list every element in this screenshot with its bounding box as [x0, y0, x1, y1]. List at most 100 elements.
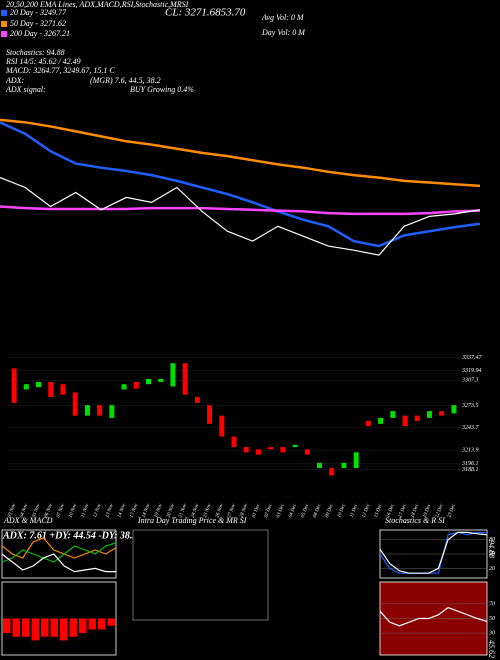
x-tick-label: 23 Dec: [447, 503, 457, 519]
bar: [31, 618, 39, 641]
bar: [22, 618, 30, 637]
x-tick-label: 07 Nov: [56, 503, 66, 519]
bar: [50, 618, 58, 637]
annotation: Avg Vol: 0 M: [261, 13, 305, 22]
legend-swatch: [1, 21, 7, 27]
x-tick-label: 11 Nov: [81, 503, 91, 519]
line: [1, 542, 117, 563]
y-tick-label: 30: [488, 630, 495, 636]
x-tick-label: 17 Nov: [130, 503, 140, 519]
candle: [133, 381, 139, 389]
candle: [341, 462, 347, 469]
candle: [194, 396, 200, 403]
y-tick-label: 3273.5: [461, 403, 479, 409]
bar: [41, 618, 49, 637]
candle: [145, 378, 151, 385]
candle: [402, 415, 408, 427]
x-tick-label: 01 Dec: [252, 503, 262, 519]
x-tick-label: 15 Dec: [374, 503, 384, 519]
x-tick-label: 20 Nov: [166, 503, 176, 519]
x-tick-label: 03 Nov: [7, 503, 17, 519]
x-tick-label: 28 Nov: [240, 503, 250, 519]
annotation: Day Vol: 0 M: [261, 28, 306, 37]
x-tick-label: 19 Dec: [423, 503, 433, 519]
candle: [243, 447, 249, 453]
x-tick-label: 18 Dec: [411, 503, 421, 519]
bar: [12, 618, 20, 637]
candle: [414, 415, 420, 421]
candle: [292, 444, 298, 448]
annotation: (MGR) 7.6, 44.5, 38.2: [90, 76, 161, 85]
y-tick-label: 50: [489, 616, 495, 622]
candle: [121, 384, 127, 390]
y-tick-label: 20: [489, 566, 495, 572]
panel-title: Intra Day Trading Price & MR SI: [137, 516, 247, 525]
line: [1, 537, 117, 559]
x-tick-label: 24 Nov: [191, 503, 201, 519]
candle: [231, 436, 237, 448]
y-tick-label: 80: [489, 537, 495, 543]
candle: [304, 449, 310, 455]
x-tick-label: 27 Nov: [227, 503, 237, 519]
x-tick-label: 25 Nov: [203, 503, 213, 519]
legend-swatch: [1, 31, 7, 37]
candle: [109, 405, 115, 418]
x-tick-label: 21 Nov: [178, 503, 188, 519]
panel: [132, 529, 269, 621]
x-tick-label: 08 Dec: [313, 503, 323, 519]
candle: [48, 381, 54, 397]
annotation: RSI 14/5: 45.62 / 42.49: [5, 57, 81, 66]
annotation: 94.88: [487, 540, 496, 558]
bar: [98, 618, 106, 630]
x-tick-label: 10 Dec: [337, 503, 347, 519]
line: [379, 606, 488, 627]
x-tick-label: 05 Dec: [301, 503, 311, 519]
bar: [107, 618, 115, 626]
line: [0, 121, 481, 248]
annotation: ADX:: [5, 76, 25, 85]
panel-title: Stochastics & R SI: [385, 516, 445, 525]
bar: [60, 618, 68, 641]
x-tick-label: 03 Dec: [276, 503, 286, 519]
x-tick-label: 19 Nov: [154, 503, 164, 519]
y-tick-label: 3188.1: [461, 467, 479, 473]
candle: [451, 405, 457, 414]
annotation: BUY Growing 0.4%: [130, 85, 194, 94]
annotation: MACD: 3264.77, 3249.67, 15.1 C: [5, 66, 115, 75]
x-tick-label: 09 Dec: [325, 503, 335, 519]
x-tick-label: 04 Nov: [20, 503, 30, 519]
annotation: ADX: 7.61 +DY: 44.54 -DY: 38.24: [2, 530, 142, 541]
candle: [426, 411, 432, 418]
x-tick-label: 13 Nov: [105, 503, 115, 519]
candle: [170, 363, 176, 387]
legend-label: 20 Day - 3249.77: [10, 8, 67, 17]
annotation: Stochastics: 94.88: [6, 48, 65, 57]
x-tick-label: 11 Dec: [350, 503, 360, 519]
line: [379, 531, 488, 574]
x-tick-label: 12 Dec: [362, 503, 372, 519]
panel: [1, 581, 117, 656]
bar: [3, 618, 11, 634]
annotation: ADX signal:: [5, 85, 46, 94]
candle: [11, 368, 17, 403]
legend-swatch: [1, 10, 7, 16]
panel-title: ADX & MACD: [3, 516, 53, 525]
y-tick-label: 3213.9: [461, 448, 479, 454]
x-tick-label: 10 Nov: [69, 503, 79, 519]
legend-label: 200 Day - 3267.21: [10, 29, 70, 38]
y-tick-label: 3337.47: [461, 354, 483, 361]
candle: [207, 405, 213, 424]
line: [379, 531, 488, 574]
candle: [439, 411, 445, 416]
candle: [72, 392, 78, 416]
candle: [317, 462, 323, 469]
x-tick-label: 22 Dec: [435, 503, 445, 519]
x-tick-label: 05 Nov: [32, 503, 42, 519]
y-tick-label: 50: [489, 551, 495, 557]
line: [1, 553, 116, 573]
x-tick-label: 17 Dec: [398, 503, 408, 519]
bar: [88, 618, 96, 630]
annotation: 20,50,200 EMA Lines, ADX,MACD,RSI,Stocha…: [6, 0, 189, 9]
